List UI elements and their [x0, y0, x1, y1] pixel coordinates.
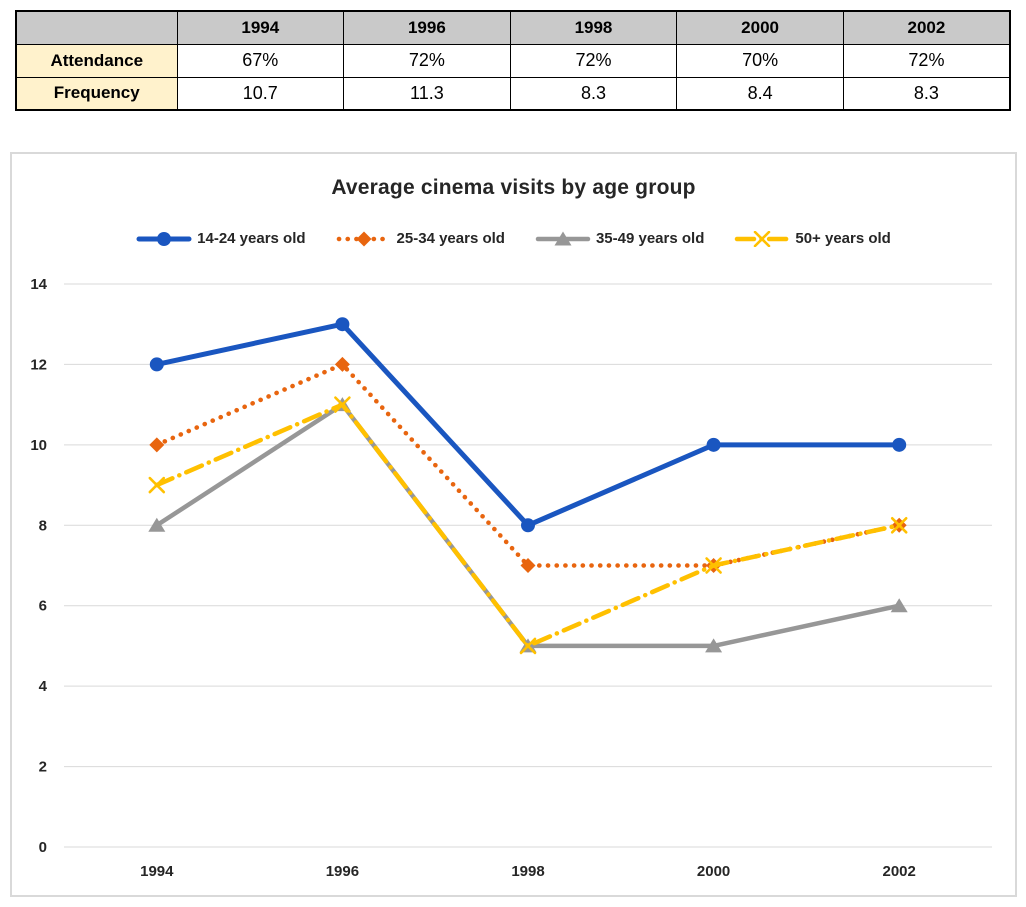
diamond-marker-icon [520, 558, 536, 573]
cinema-visits-chart: 0 2 4 6 8 10 12 14 1994 1996 1998 2000 2002 Average … [10, 152, 1017, 897]
circle-marker-icon [335, 317, 350, 332]
legend-item: 35-49 years old [535, 230, 704, 247]
table-header-cell: 1996 [343, 10, 511, 45]
x-axis-tick-label: 2002 [883, 863, 916, 880]
series-14-24-years-old [149, 317, 907, 533]
table-cell: 8.3 [509, 76, 678, 111]
table-cell: 11.3 [343, 76, 511, 111]
legend-item: 25-34 years old [336, 230, 505, 247]
table-cell: 8.4 [676, 76, 844, 111]
legend-label: 35-49 years old [595, 230, 705, 247]
triangle-marker-icon [890, 598, 908, 613]
table-cell: 72% [842, 43, 1011, 78]
diamond-marker-icon [149, 437, 165, 453]
table-header-cell: 1994 [176, 10, 345, 45]
row-label-frequency: Frequency [15, 76, 178, 111]
table-cell: 70% [676, 43, 844, 78]
x-marker-icon [148, 476, 166, 494]
series-50+-years-old [148, 396, 908, 655]
legend-label: 25-34 years old [396, 230, 505, 247]
table-cell: 67% [176, 43, 345, 78]
summary-table: 1994 1996 1998 2000 2002 Attendance 67% … [15, 10, 1011, 111]
y-axis-tick-label: 10 [30, 437, 47, 454]
table-header-cell: 2000 [676, 10, 844, 45]
y-axis-tick-label: 8 [39, 517, 47, 534]
table-cell: 72% [343, 43, 511, 78]
x-axis-tick-label: 1994 [140, 863, 174, 880]
diamond-marker-icon [356, 231, 372, 246]
series-line [154, 321, 902, 528]
triangle-marker-icon [148, 517, 166, 532]
legend-circle-line-icon [136, 231, 192, 246]
x-marker-icon [705, 557, 722, 574]
line-chart-plot-area: 0 2 4 6 8 10 12 14 1994 1996 1998 2000 2002 [30, 276, 992, 880]
table-cell: 8.3 [842, 76, 1011, 111]
series-25-34-years-old [149, 356, 907, 573]
series-line [154, 362, 902, 568]
x-marker-icon [334, 396, 351, 413]
y-axis-tick-label: 2 [39, 759, 47, 776]
table-row-attendance: Attendance 67% 72% 72% 70% 72% [15, 43, 1011, 78]
circle-marker-icon [149, 357, 164, 372]
table-corner-cell [15, 10, 178, 45]
x-marker-icon [754, 230, 771, 247]
x-axis-tick-label: 2000 [697, 863, 730, 880]
circle-marker-icon [157, 231, 172, 246]
table-cell: 10.7 [176, 76, 345, 111]
circle-marker-icon [521, 518, 535, 533]
table-header-row: 1994 1996 1998 2000 2002 [15, 10, 1011, 45]
y-axis-tick-label: 14 [30, 276, 47, 293]
y-axis-tick-label: 0 [39, 839, 47, 856]
circle-marker-icon [706, 437, 721, 452]
legend-item: 50+ years old [734, 230, 891, 247]
x-marker-icon [890, 516, 908, 534]
legend-label: 50+ years old [795, 230, 891, 247]
triangle-marker-icon [705, 638, 723, 653]
table-header-cell: 1998 [509, 10, 678, 45]
x-axis-tick-label: 1996 [326, 863, 359, 880]
legend-label: 14-24 years old [197, 230, 306, 247]
table-row-frequency: Frequency 10.7 11.3 8.3 8.4 8.3 [15, 76, 1011, 111]
diamond-marker-icon [334, 356, 350, 372]
y-axis-tick-label: 4 [39, 678, 48, 695]
circle-marker-icon [892, 437, 907, 452]
x-marker-icon [519, 637, 537, 655]
legend-diamond-line-icon [336, 231, 391, 246]
legend-triangle-line-icon [535, 231, 591, 245]
x-axis-tick-label: 1998 [511, 863, 544, 880]
table-header-cell: 2002 [842, 10, 1011, 45]
y-axis-tick-label: 6 [39, 598, 47, 615]
table-cell: 72% [509, 43, 678, 78]
chart-legend: 14-24 years old 25-34 years old 35-49 year… [12, 230, 1015, 247]
row-label-attendance: Attendance [15, 43, 178, 78]
y-axis-tick-label: 12 [30, 356, 47, 373]
legend-x-cross-line-icon [735, 230, 790, 247]
chart-title: Average cinema visits by age group [331, 176, 696, 199]
legend-item: 14-24 years old [136, 230, 306, 247]
triangle-marker-icon [554, 231, 572, 245]
